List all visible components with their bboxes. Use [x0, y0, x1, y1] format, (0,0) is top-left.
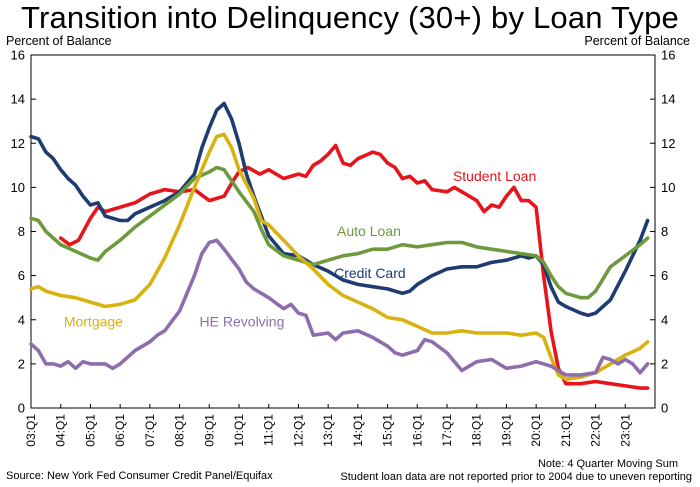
series-line-credit-card — [29, 101, 650, 318]
series-line-mortgage — [29, 132, 650, 382]
series-label-mortgage: Mortgage — [64, 313, 123, 329]
series-label-credit-card: Credit Card — [334, 265, 406, 281]
chart-title: Transition into Delinquency (30+) by Loa… — [20, 0, 679, 35]
y-tick-label-right: 10 — [661, 180, 675, 195]
y-tick-label-right: 12 — [661, 136, 675, 151]
x-tick-label: 04:Q1 — [54, 414, 68, 447]
series-label-he-revolving: HE Revolving — [200, 313, 285, 329]
x-tick-label: 07:Q1 — [143, 414, 157, 447]
y-tick-label-left: 4 — [18, 312, 25, 327]
x-tick-label: 14:Q1 — [351, 414, 365, 447]
x-tick-label: 09:Q1 — [202, 414, 216, 447]
series-line-he-revolving — [29, 238, 650, 377]
x-tick-label: 20:Q1 — [529, 414, 543, 447]
x-tick-label: 08:Q1 — [173, 414, 187, 447]
y-tick-label-left: 8 — [18, 224, 25, 239]
x-tick-label: 23:Q1 — [618, 414, 632, 447]
y-tick-label-left: 2 — [18, 356, 25, 371]
source-note: Source: New York Fed Consumer Credit Pan… — [6, 470, 273, 482]
y-tick-label-left: 14 — [11, 92, 25, 107]
x-tick-label: 17:Q1 — [440, 414, 454, 447]
x-tick-label: 12:Q1 — [291, 414, 305, 447]
y-tick-label-left: 12 — [11, 136, 25, 151]
y-tick-label-right: 16 — [661, 48, 675, 63]
series-label-auto-loan: Auto Loan — [337, 223, 401, 239]
series-label-student-loan: Student Loan — [453, 168, 536, 184]
x-tick-label: 18:Q1 — [470, 414, 484, 447]
x-tick-label: 13:Q1 — [321, 414, 335, 447]
y-tick-label-right: 2 — [661, 356, 668, 371]
x-tick-label: 06:Q1 — [113, 414, 127, 447]
y-tick-label-left: 6 — [18, 268, 25, 283]
series-line-auto-loan — [29, 165, 650, 300]
x-tick-label: 19:Q1 — [499, 414, 513, 447]
y-tick-label-right: 4 — [661, 312, 668, 327]
x-tick-label: 03:Q1 — [24, 414, 38, 447]
x-tick-label: 05:Q1 — [83, 414, 97, 447]
x-tick-label: 16:Q1 — [410, 414, 424, 447]
y-tick-label-left: 0 — [18, 401, 25, 416]
x-tick-label: 21:Q1 — [559, 414, 573, 447]
x-tick-label: 22:Q1 — [589, 414, 603, 447]
student-loan-note: Student loan data are not reported prior… — [340, 471, 692, 483]
x-tick-label: 10:Q1 — [232, 414, 246, 447]
y-axis-label-right: Percent of Balance — [584, 34, 690, 48]
x-tick-label: 11:Q1 — [262, 414, 276, 446]
y-tick-label-right: 14 — [661, 92, 675, 107]
y-tick-label-right: 8 — [661, 224, 668, 239]
y-tick-label-right: 6 — [661, 268, 668, 283]
x-tick-label: 15:Q1 — [381, 414, 395, 447]
y-tick-label-left: 16 — [11, 48, 25, 63]
moving-sum-note: Note: 4 Quarter Moving Sum — [537, 458, 678, 470]
y-tick-label-right: 0 — [661, 401, 668, 416]
y-tick-label-left: 10 — [11, 180, 25, 195]
y-axis-label-left: Percent of Balance — [6, 34, 112, 48]
